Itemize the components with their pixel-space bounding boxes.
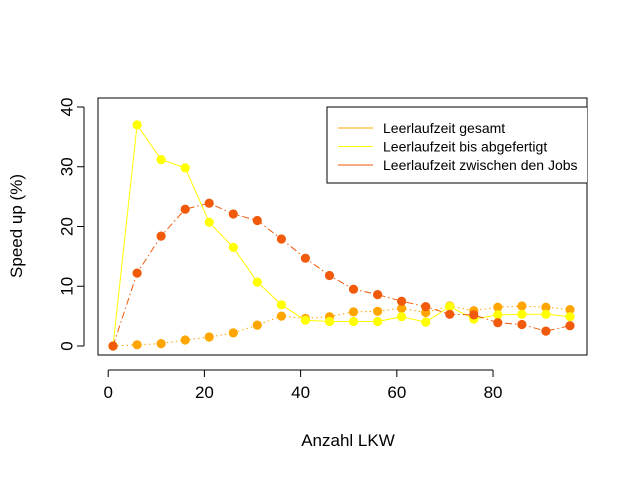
x-tick-label: 80: [484, 383, 503, 402]
data-point: [397, 303, 407, 313]
data-point: [348, 316, 359, 327]
data-point: [348, 307, 359, 317]
x-tick-label: 0: [103, 383, 112, 402]
data-point: [421, 302, 431, 312]
legend-label: Leerlaufzeit zwischen den Jobs: [383, 157, 578, 173]
data-point: [565, 305, 575, 315]
x-tick-label: 40: [291, 383, 310, 402]
x-axis-title: Anzahl LKW: [301, 431, 395, 450]
data-point: [252, 320, 262, 330]
data-point: [156, 231, 166, 241]
data-point: [517, 309, 527, 319]
data-point: [300, 253, 310, 263]
plot-border: [97, 97, 588, 356]
legend-box: [326, 106, 587, 184]
legend-layer: Leerlaufzeit gesamt Leerlaufzeit bis abge…: [326, 106, 587, 184]
data-point: [397, 296, 407, 306]
data-point: [373, 316, 383, 327]
data-point: [132, 268, 142, 278]
data-point: [565, 312, 575, 322]
data-point: [180, 163, 190, 173]
legend-label: Leerlaufzeit bis abgefertigt: [383, 139, 547, 155]
data-point: [517, 301, 527, 311]
data-point: [228, 328, 238, 338]
data-point: [324, 270, 335, 281]
data-point: [493, 302, 503, 312]
data-point: [252, 215, 262, 226]
data-point: [324, 316, 335, 327]
series-leerlaufzeit-zwischen-den-jobs: [108, 198, 575, 351]
y-tick-label: 20: [57, 217, 76, 236]
y-axis-title: Speed up (%): [7, 174, 26, 278]
data-point: [445, 309, 455, 319]
data-point: [156, 339, 166, 349]
data-point: [541, 326, 551, 336]
data-point: [108, 341, 118, 351]
data-point: [276, 234, 286, 244]
data-point: [180, 335, 190, 345]
legend-label: Leerlaufzeit gesamt: [383, 120, 505, 136]
data-point: [348, 284, 359, 294]
data-point: [132, 340, 142, 350]
data-point: [252, 277, 262, 287]
data-point: [156, 155, 166, 165]
data-point: [421, 317, 431, 327]
data-point: [373, 290, 383, 300]
y-tick-label: 30: [57, 157, 76, 176]
plot-frame-layer: [97, 97, 588, 356]
data-point: [132, 120, 142, 130]
data-point: [541, 309, 551, 319]
x-tick-label: 20: [195, 383, 214, 402]
data-point: [180, 204, 190, 214]
data-point: [493, 310, 503, 320]
data-point: [493, 318, 503, 328]
data-point: [565, 321, 575, 331]
data-point: [300, 315, 310, 325]
data-point: [228, 209, 238, 219]
series-layer: [108, 120, 575, 351]
data-point: [204, 217, 214, 227]
data-point: [204, 332, 214, 342]
data-point: [541, 302, 551, 312]
axes-layer: 0 20 40 60 80 0 10 20 30 40: [57, 98, 502, 402]
data-point: [276, 300, 286, 310]
data-point: [445, 302, 455, 312]
data-point: [276, 311, 286, 321]
data-point: [204, 198, 214, 208]
x-tick-label: 60: [387, 383, 406, 402]
legend: Leerlaufzeit gesamt Leerlaufzeit bis abge…: [326, 106, 587, 184]
y-tick-label: 0: [57, 341, 76, 350]
data-point: [469, 310, 479, 320]
data-point: [228, 242, 238, 252]
y-tick-label: 10: [57, 277, 76, 296]
data-point: [373, 306, 383, 316]
y-tick-label: 40: [57, 98, 76, 117]
data-point: [397, 312, 407, 322]
data-point: [517, 319, 527, 330]
